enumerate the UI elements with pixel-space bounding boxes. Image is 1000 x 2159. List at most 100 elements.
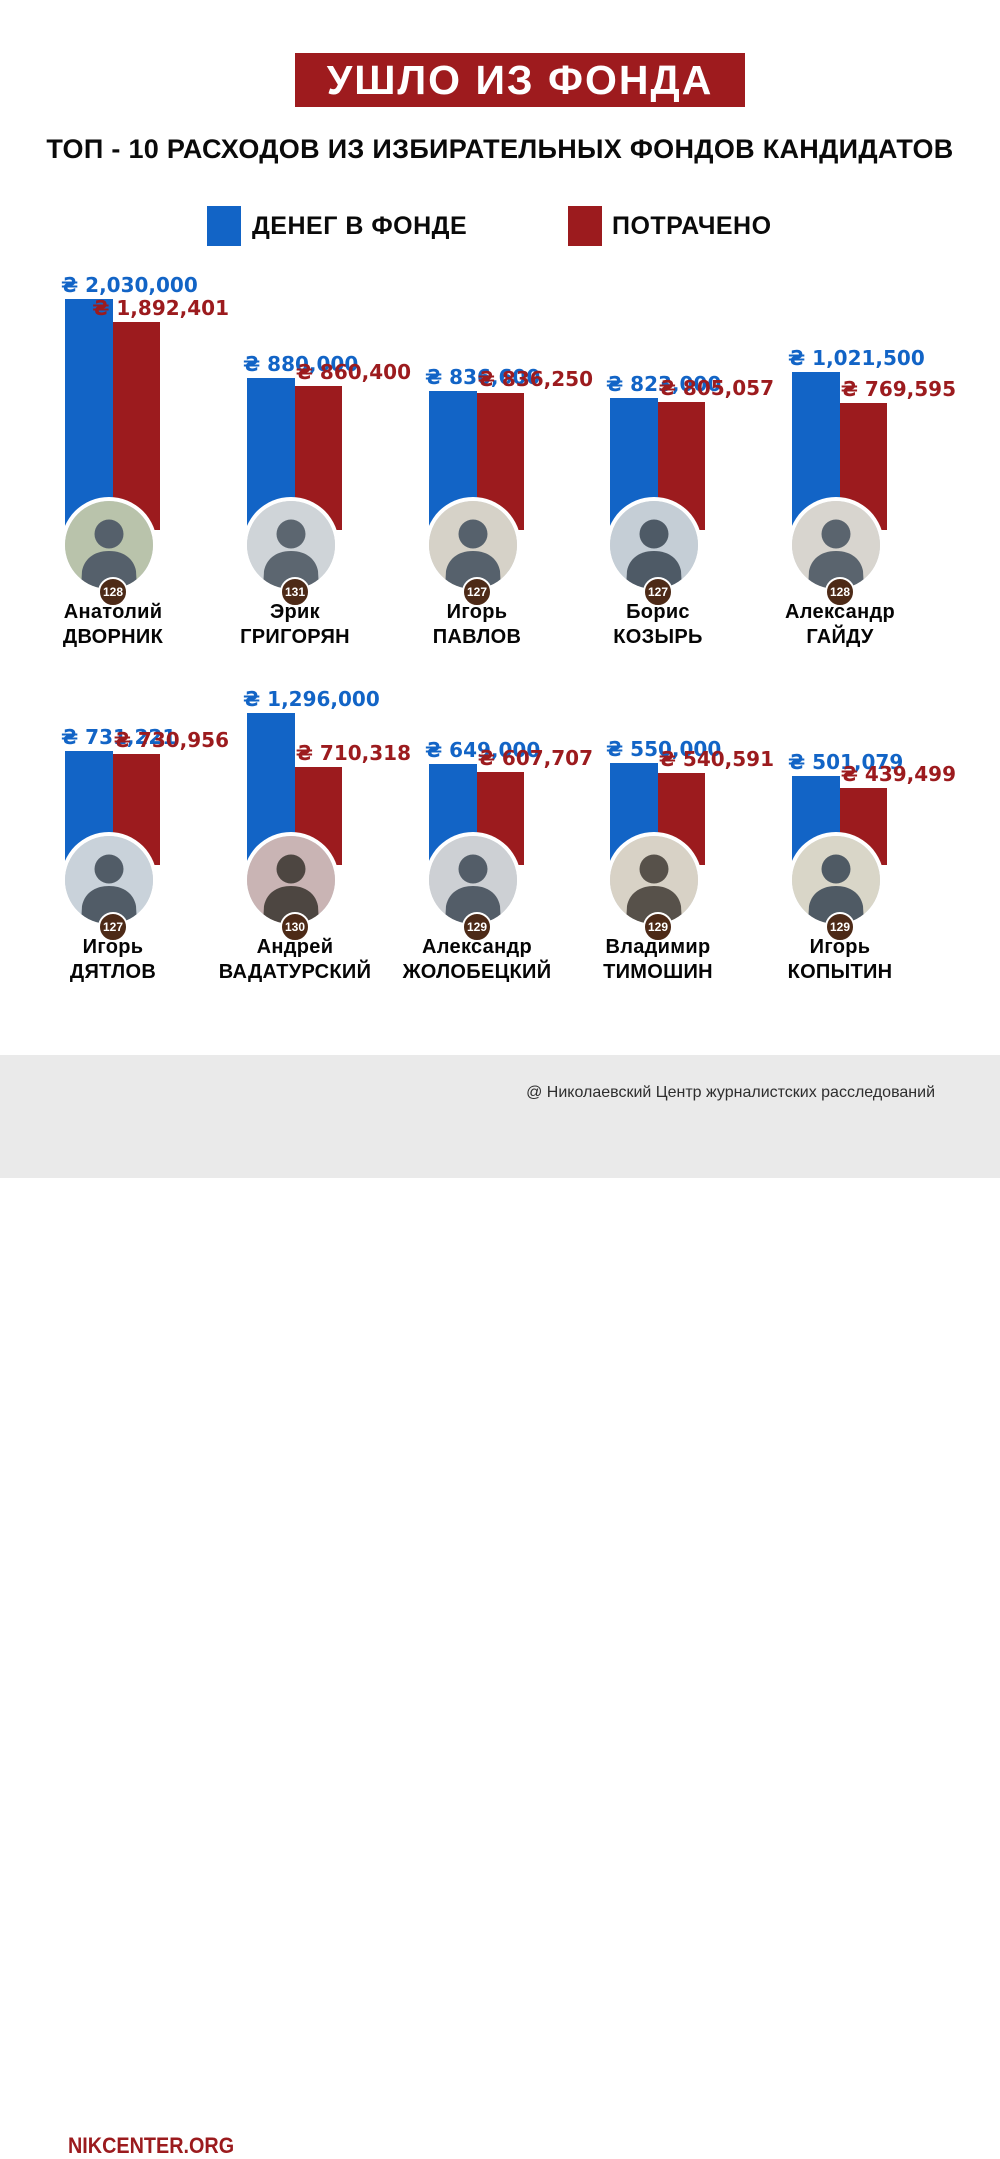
candidate-card: ₴ 836,600 ₴ 836,250 127 Игорь ПАВЛОВ xyxy=(377,280,593,652)
fund-value-label: ₴ 649,000 xyxy=(425,738,541,762)
district-badge: 130 xyxy=(280,912,310,942)
candidate-first-name: Игорь xyxy=(82,936,144,958)
candidate-last-name: ДВОРНИК xyxy=(62,626,164,648)
fund-value-label: ₴ 1,021,500 xyxy=(788,346,925,370)
candidate-photo xyxy=(610,501,698,589)
candidate-last-name: ТИМОШИН xyxy=(603,961,713,983)
fund-value-label: ₴ 731,221 xyxy=(61,725,177,749)
footer-credit: @ Николаевский Центр журналистских рассл… xyxy=(526,1084,935,1101)
candidate-card: ₴ 1,296,000 ₴ 710,318 130 Андрей ВАДАТУР… xyxy=(195,615,411,987)
legend-spent-swatch xyxy=(568,206,602,246)
spent-value-label: ₴ 805,057 xyxy=(658,376,774,400)
spent-value-label: ₴ 1,892,401 xyxy=(92,296,229,320)
candidate-first-name: Эрик xyxy=(270,601,320,623)
candidate-first-name: Владимир xyxy=(605,936,711,958)
footer-band xyxy=(0,1055,1000,1178)
candidate-first-name: Игорь xyxy=(809,936,871,958)
person-silhouette-icon xyxy=(792,836,880,924)
site-logo: NIKCENTER.ORG xyxy=(68,2133,235,2158)
candidate-photo xyxy=(792,836,880,924)
district-badge: 129 xyxy=(462,912,492,942)
candidate-name: Андрей ВАДАТУРСКИЙ xyxy=(185,935,405,985)
candidate-last-name: ДЯТЛОВ xyxy=(69,961,157,983)
page-title: УШЛО ИЗ ФОНДА xyxy=(295,53,745,107)
candidate-photo xyxy=(429,836,517,924)
person-silhouette-icon xyxy=(247,501,335,589)
district-badge: 129 xyxy=(825,912,855,942)
candidate-first-name: Александр xyxy=(785,601,895,623)
candidate-name: Владимир ТИМОШИН xyxy=(548,935,768,985)
person-silhouette-icon xyxy=(610,501,698,589)
person-silhouette-icon xyxy=(247,836,335,924)
fund-value-label: ₴ 1,296,000 xyxy=(243,687,380,711)
fund-bar xyxy=(65,299,113,530)
candidate-name: Анатолий ДВОРНИК xyxy=(3,600,223,650)
legend-fund-swatch xyxy=(207,206,241,246)
legend-spent-label: ПОТРАЧЕНО xyxy=(612,212,772,240)
candidate-last-name: ГРИГОРЯН xyxy=(240,626,350,648)
candidate-name: Борис КОЗЫРЬ xyxy=(548,600,768,650)
candidate-name: Игорь ДЯТЛОВ xyxy=(3,935,223,985)
candidate-card: ₴ 731,221 ₴ 730,956 127 Игорь ДЯТЛОВ xyxy=(13,615,229,987)
candidate-first-name: Игорь xyxy=(446,601,508,623)
legend-fund-label: ДЕНЕГ В ФОНДЕ xyxy=(252,212,468,240)
fund-value-label: ₴ 550,000 xyxy=(606,737,722,761)
candidate-name: Игорь ПАВЛОВ xyxy=(367,600,587,650)
candidate-card: ₴ 823,000 ₴ 805,057 127 Борис КОЗЫРЬ xyxy=(558,280,774,652)
candidate-name: Игорь КОПЫТИН xyxy=(730,935,950,985)
spent-bar xyxy=(113,322,160,530)
person-silhouette-icon xyxy=(429,501,517,589)
candidate-photo xyxy=(247,836,335,924)
candidate-card: ₴ 2,030,000 ₴ 1,892,401 128 Анатолий ДВО… xyxy=(13,273,229,652)
candidate-name: Александр ГАЙДУ xyxy=(730,600,950,650)
district-badge: 127 xyxy=(98,912,128,942)
district-badge: 128 xyxy=(825,577,855,607)
page-subtitle: ТОП - 10 РАСХОДОВ ИЗ ИЗБИРАТЕЛЬНЫХ ФОНДО… xyxy=(46,134,954,164)
spent-value-label: ₴ 836,250 xyxy=(477,367,593,391)
person-silhouette-icon xyxy=(65,501,153,589)
candidate-last-name: ГАЙДУ xyxy=(806,626,874,648)
candidate-first-name: Андрей xyxy=(256,936,334,958)
candidate-photo xyxy=(65,836,153,924)
fund-value-label: ₴ 836,600 xyxy=(425,365,541,389)
candidate-photo xyxy=(610,836,698,924)
district-badge: 128 xyxy=(98,577,128,607)
candidate-name: Эрик ГРИГОРЯН xyxy=(185,600,405,650)
candidate-last-name: ПАВЛОВ xyxy=(432,626,522,648)
spent-value-label: ₴ 730,956 xyxy=(113,728,229,752)
district-badge: 127 xyxy=(462,577,492,607)
candidate-photo xyxy=(792,501,880,589)
spent-value-label: ₴ 710,318 xyxy=(295,741,411,765)
spent-value-label: ₴ 439,499 xyxy=(840,762,956,786)
candidate-photo xyxy=(429,501,517,589)
district-badge: 127 xyxy=(643,577,673,607)
person-silhouette-icon xyxy=(792,501,880,589)
candidate-photo xyxy=(65,501,153,589)
candidate-card: ₴ 1,021,500 ₴ 769,595 128 Александр ГАЙД… xyxy=(740,280,956,652)
candidate-photo xyxy=(247,501,335,589)
candidate-last-name: ЖОЛОБЕЦКИЙ xyxy=(402,961,552,983)
candidate-last-name: ВАДАТУРСКИЙ xyxy=(218,961,372,983)
spent-value-label: ₴ 769,595 xyxy=(840,377,956,401)
spent-value-label: ₴ 860,400 xyxy=(295,360,411,384)
spent-value-label: ₴ 540,591 xyxy=(658,747,774,771)
candidate-last-name: КОЗЫРЬ xyxy=(613,626,703,648)
candidate-first-name: Александр xyxy=(422,936,532,958)
candidate-card: ₴ 649,000 ₴ 607,707 129 Александр ЖОЛОБЕ… xyxy=(377,615,593,987)
candidate-name: Александр ЖОЛОБЕЦКИЙ xyxy=(367,935,587,985)
candidate-first-name: Анатолий xyxy=(63,601,163,623)
candidate-card: ₴ 550,000 ₴ 540,591 129 Владимир ТИМОШИН xyxy=(558,615,774,987)
fund-value-label: ₴ 501,079 xyxy=(788,750,904,774)
candidate-first-name: Борис xyxy=(626,601,690,623)
candidate-card: ₴ 501,079 ₴ 439,499 129 Игорь КОПЫТИН xyxy=(740,615,956,987)
person-silhouette-icon xyxy=(610,836,698,924)
person-silhouette-icon xyxy=(429,836,517,924)
fund-value-label: ₴ 2,030,000 xyxy=(61,273,198,297)
district-badge: 131 xyxy=(280,577,310,607)
person-silhouette-icon xyxy=(65,836,153,924)
candidate-card: ₴ 880,000 ₴ 860,400 131 Эрик ГРИГОРЯН xyxy=(195,280,411,652)
fund-value-label: ₴ 880,000 xyxy=(243,352,359,376)
candidate-last-name: КОПЫТИН xyxy=(787,961,893,983)
district-badge: 129 xyxy=(643,912,673,942)
spent-value-label: ₴ 607,707 xyxy=(477,746,593,770)
